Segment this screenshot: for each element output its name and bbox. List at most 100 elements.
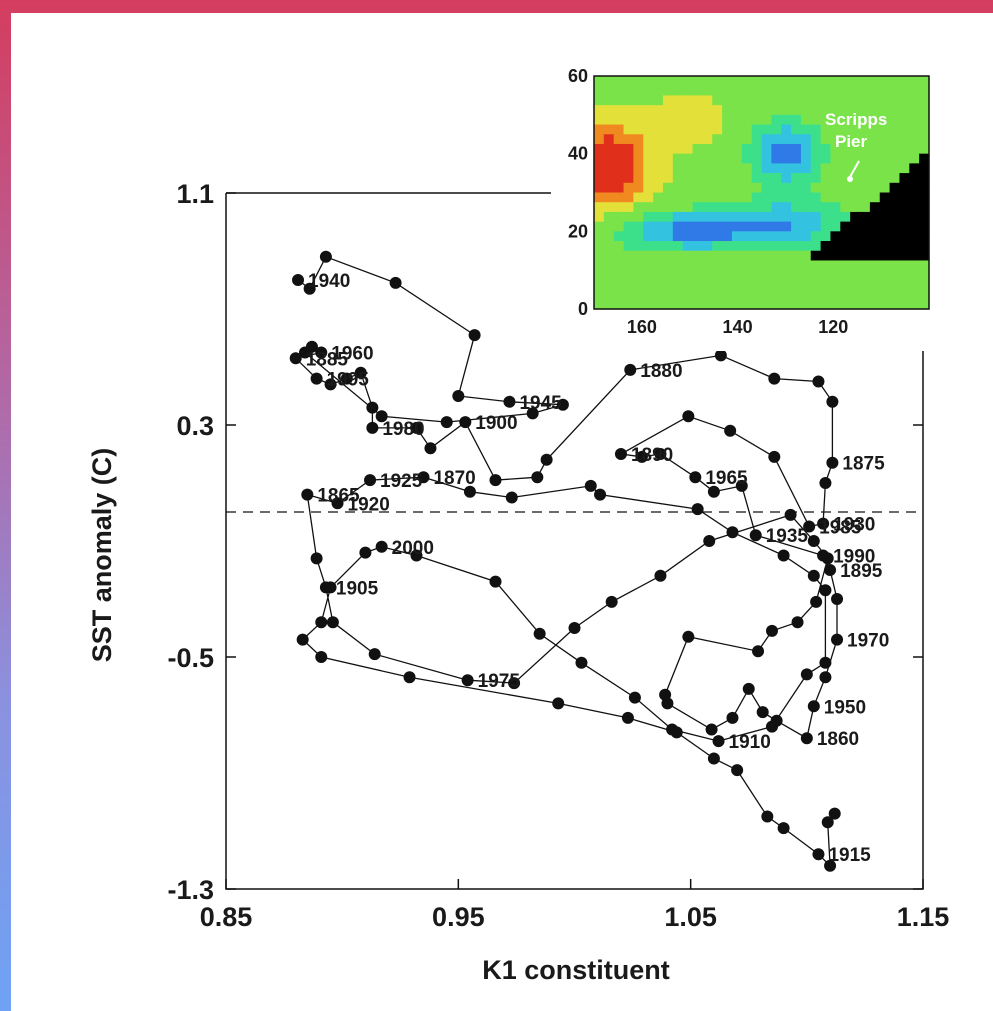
- heatmap-cell: [889, 173, 901, 184]
- heatmap-cell: [781, 134, 792, 145]
- heatmap-cell: [741, 85, 753, 97]
- data-point: [315, 651, 328, 663]
- heatmap-cell: [810, 76, 822, 87]
- heatmap-cell: [692, 250, 703, 262]
- heatmap-cell: [751, 85, 763, 97]
- heatmap-cell: [594, 173, 605, 184]
- heatmap-cell: [869, 182, 881, 194]
- inset-y-tick-label: 60: [568, 66, 588, 86]
- heatmap-cell: [741, 76, 753, 87]
- heatmap-cell: [879, 114, 891, 126]
- heatmap-cell: [741, 241, 753, 252]
- data-point: [819, 671, 832, 684]
- heatmap-cell: [771, 105, 782, 116]
- data-point: [605, 595, 618, 608]
- heatmap-cell: [850, 95, 861, 106]
- data-point: [366, 401, 379, 414]
- data-point: [807, 569, 820, 582]
- heatmap-cell: [820, 299, 832, 310]
- heatmap-cell: [810, 173, 822, 184]
- heatmap-cell: [889, 289, 901, 300]
- heatmap-cell: [623, 114, 635, 126]
- heatmap-cell: [633, 231, 644, 242]
- heatmap-cell: [860, 173, 871, 184]
- heatmap-cell: [791, 211, 802, 223]
- heatmap-cell: [623, 124, 635, 135]
- data-point: [296, 633, 309, 646]
- data-point: [508, 677, 521, 690]
- heatmap-cell: [623, 95, 635, 106]
- year-label: 1875: [842, 454, 885, 475]
- data-point: [682, 410, 695, 423]
- heatmap-cell: [633, 153, 644, 164]
- heatmap-cell: [741, 299, 753, 310]
- heatmap-cell: [662, 202, 674, 213]
- heatmap-cell: [800, 250, 812, 262]
- heatmap-cell: [791, 134, 802, 145]
- heatmap-cell: [919, 76, 930, 87]
- heatmap-cell: [722, 163, 733, 174]
- heatmap-cell: [633, 95, 644, 106]
- year-label: 1895: [840, 561, 883, 582]
- data-point: [575, 656, 588, 669]
- heatmap-cell: [613, 260, 625, 271]
- heatmap-cell: [702, 143, 713, 155]
- heatmap-cell: [840, 182, 851, 194]
- data-point: [654, 569, 667, 582]
- heatmap-cell: [633, 241, 644, 252]
- data-point: [621, 711, 634, 724]
- data-point: [712, 735, 725, 748]
- data-point: [305, 340, 318, 353]
- heatmap-cell: [879, 163, 891, 174]
- heatmap-cell: [692, 221, 703, 232]
- heatmap-cell: [643, 114, 654, 126]
- heatmap-cell: [603, 153, 615, 164]
- heatmap-cell: [869, 289, 881, 300]
- x-tick-label: 0.95: [432, 902, 485, 932]
- y-tick-label: 1.1: [176, 179, 214, 209]
- heatmap-cell: [702, 134, 713, 145]
- heatmap-cell: [791, 202, 802, 213]
- heatmap-cell: [672, 105, 684, 116]
- heatmap-cell: [643, 182, 654, 194]
- heatmap-cell: [633, 202, 644, 213]
- heatmap-cell: [623, 231, 635, 242]
- heatmap-cell: [909, 202, 920, 213]
- heatmap-cell: [662, 134, 674, 145]
- heatmap-cell: [613, 211, 625, 223]
- heatmap-cell: [722, 76, 733, 87]
- heatmap-cell: [810, 163, 822, 174]
- heatmap-cell: [672, 250, 684, 262]
- heatmap-cell: [662, 211, 674, 223]
- heatmap-cell: [643, 270, 654, 281]
- heatmap-cell: [672, 289, 684, 300]
- heatmap-cell: [653, 114, 664, 126]
- year-label: 1865: [317, 486, 360, 507]
- heatmap-cell: [781, 76, 792, 87]
- data-point: [635, 450, 648, 463]
- main-axes: [225, 192, 924, 890]
- heatmap-cell: [672, 143, 684, 155]
- heatmap-cell: [623, 202, 635, 213]
- heatmap-cell: [860, 114, 871, 126]
- heatmap-cell: [692, 85, 703, 97]
- heatmap-cell: [653, 231, 664, 242]
- heatmap-cell: [830, 134, 841, 145]
- data-point: [410, 421, 423, 434]
- heatmap-cell: [909, 299, 920, 310]
- heatmap-cell: [899, 153, 910, 164]
- heatmap-cell: [830, 241, 841, 252]
- data-point: [682, 630, 695, 643]
- heatmap-cell: [899, 163, 910, 174]
- heatmap-cell: [653, 221, 664, 232]
- heatmap-cell: [662, 76, 674, 87]
- heatmap-cell: [899, 202, 910, 213]
- heatmap-cell: [712, 192, 723, 203]
- heatmap-cell: [869, 260, 881, 271]
- heatmap-cell: [889, 250, 901, 262]
- data-point: [503, 395, 516, 408]
- heatmap-cell: [889, 143, 901, 155]
- heatmap-cell: [899, 143, 910, 155]
- heatmap-cell: [662, 192, 674, 203]
